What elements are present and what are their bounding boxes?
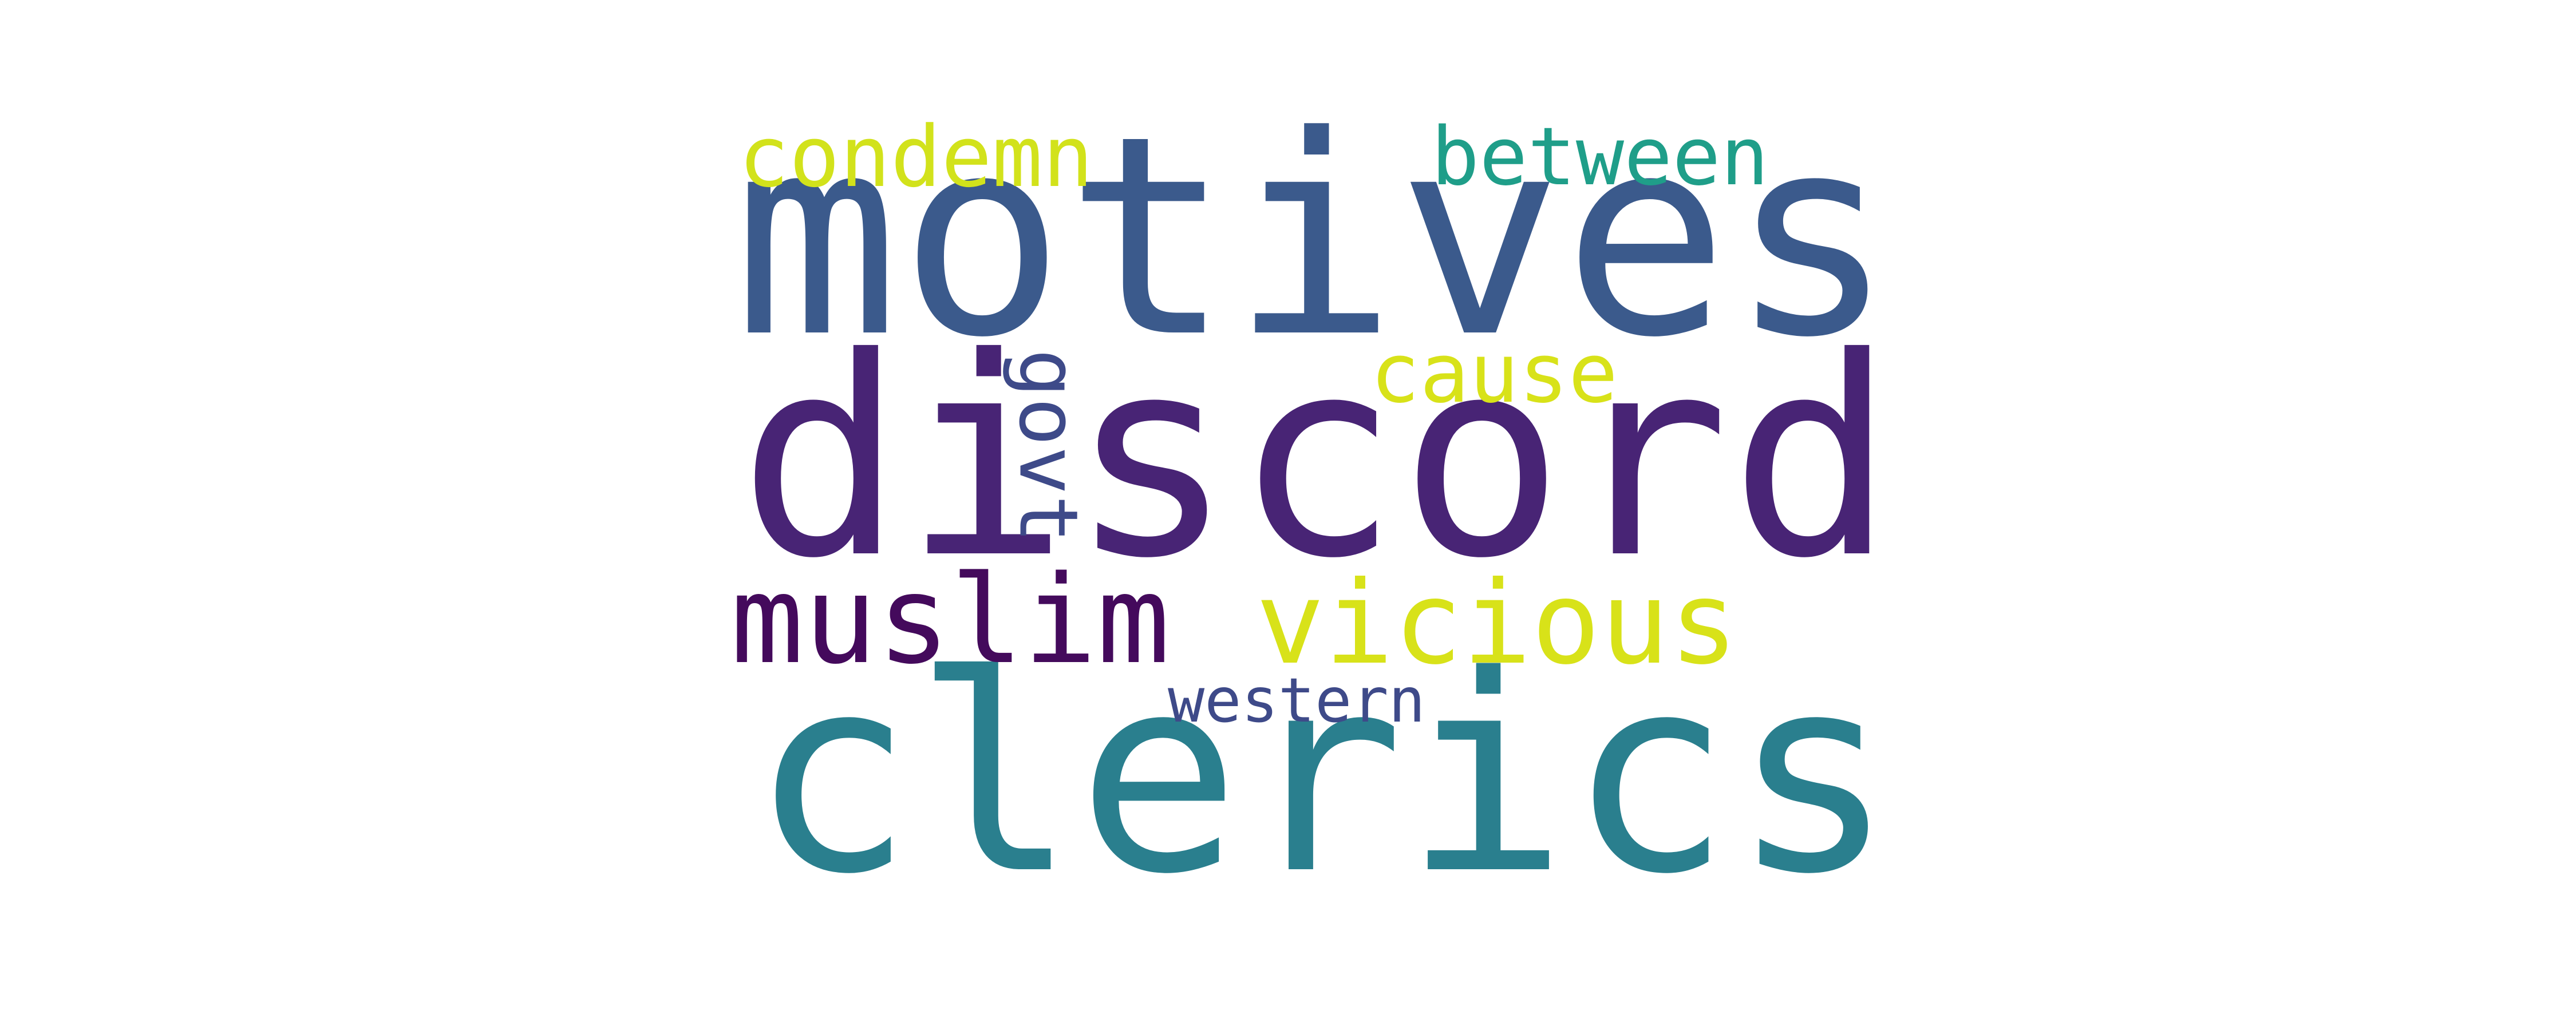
word-condemn: condemn (738, 108, 1093, 207)
word-western: western (1168, 665, 1425, 736)
word-motives: motives (733, 77, 1895, 398)
word-muslim: muslim (730, 549, 1170, 691)
word-discord: discord (738, 299, 1895, 619)
word-cause: cause (1370, 325, 1618, 421)
word-govt: govt (1001, 349, 1095, 544)
word-between: between (1431, 110, 1769, 204)
word-clerics: clerics (750, 617, 1895, 933)
word-vicious: vicious (1255, 557, 1739, 690)
